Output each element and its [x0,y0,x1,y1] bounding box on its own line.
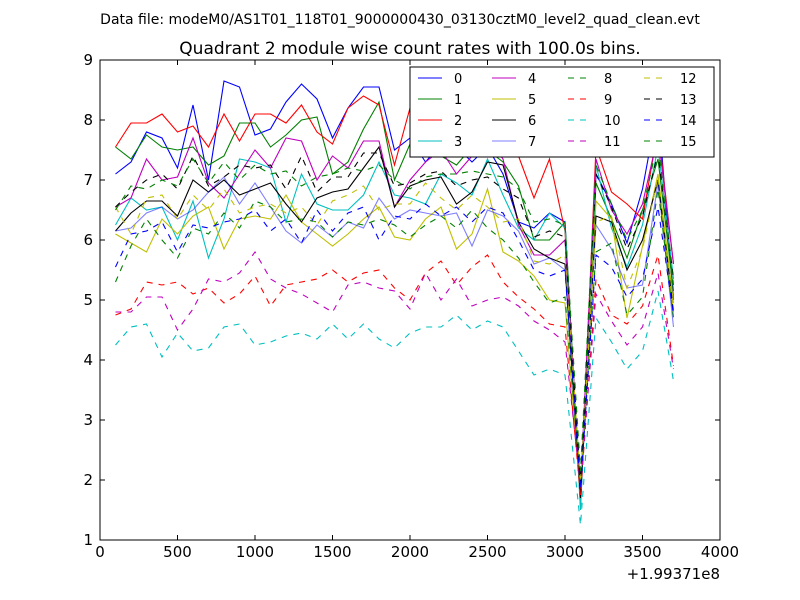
legend-label-9: 9 [604,93,612,108]
series-line-15 [115,140,675,472]
legend-label-10: 10 [604,114,621,129]
y-tick-label: 4 [83,351,93,369]
x-tick-label: 3000 [546,543,584,561]
data-file-suptitle: Data file: modeM0/AS1T01_118T01_90000004… [100,12,700,28]
legend-label-1: 1 [454,93,462,108]
x-tick-label: 2500 [468,543,506,561]
legend-label-12: 12 [680,72,697,87]
x-offset-label: +1.99371e8 [627,565,720,583]
x-tick-label: 4000 [701,543,739,561]
x-tick-label: 500 [163,543,192,561]
y-tick-label: 8 [83,111,93,129]
legend-label-7: 7 [528,135,536,150]
y-tick-label: 6 [83,231,93,249]
y-tick-label: 9 [83,51,93,69]
legend-label-8: 8 [604,72,612,87]
x-tick-label: 2000 [391,543,429,561]
legend-label-15: 15 [680,135,697,150]
x-tick-label: 1000 [236,543,274,561]
y-tick-label: 2 [83,471,93,489]
y-tick-label: 5 [83,291,93,309]
x-axis: 0 500 1000 1500 2000 2500 3000 3500 4000 [95,60,739,561]
legend-label-13: 13 [680,93,697,108]
legend-box [409,66,715,158]
y-tick-label: 3 [83,411,93,429]
y-tick-label: 7 [83,171,93,189]
series-line-9 [115,254,675,496]
legend-label-2: 2 [454,114,462,129]
y-tick-label: 1 [83,531,93,549]
series-layer [114,80,675,526]
x-tick-label: 0 [95,543,105,561]
legend-label-5: 5 [528,93,536,108]
legend-label-4: 4 [528,72,536,87]
x-tick-label: 1500 [313,543,351,561]
legend-label-14: 14 [680,114,697,129]
series-line-8 [114,188,675,484]
series-line-10 [115,290,675,526]
chart-title: Quadrant 2 module wise count rates with … [179,39,640,59]
legend-label-6: 6 [528,114,536,129]
x-tick-label: 3500 [623,543,661,561]
legend-label-11: 11 [604,135,621,150]
series-line-3 [115,146,675,511]
legend-label-3: 3 [454,135,462,150]
legend-label-0: 0 [454,72,462,87]
